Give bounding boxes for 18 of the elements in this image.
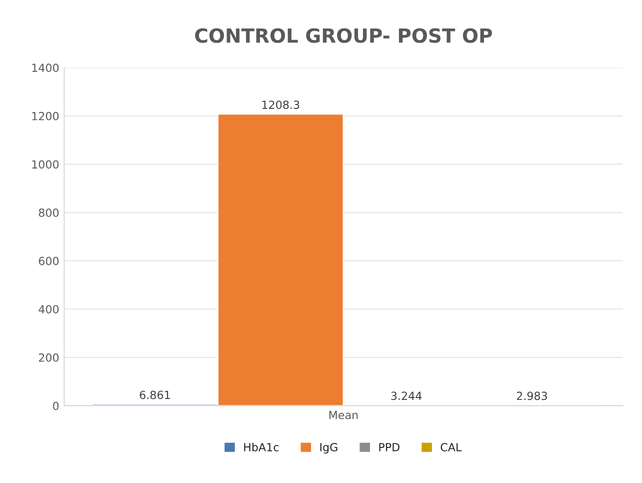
data-label: 2.983 bbox=[516, 392, 547, 400]
y-tick-label: 1000 bbox=[32, 160, 59, 169]
chart-title: CONTROL GROUP- POST OP bbox=[195, 28, 492, 43]
legend-label: PPD bbox=[379, 443, 400, 452]
x-tick-label: Mean bbox=[329, 410, 358, 420]
y-tick-label: 0 bbox=[53, 402, 59, 410]
y-tick-label: 800 bbox=[38, 208, 59, 217]
legend-label: HbA1c bbox=[244, 442, 279, 452]
legend-label: IgG bbox=[320, 442, 338, 454]
y-tick-label: 1200 bbox=[32, 112, 59, 120]
data-label: 1208.3 bbox=[262, 100, 300, 109]
data-label: 3.244 bbox=[391, 392, 422, 400]
y-tick-label: 600 bbox=[38, 256, 59, 266]
data-label: 6.861 bbox=[140, 390, 170, 400]
y-tick-label: 400 bbox=[38, 305, 59, 314]
y-tick-label: 200 bbox=[38, 353, 59, 362]
legend-label: CAL bbox=[440, 442, 462, 452]
y-tick-label: 1400 bbox=[32, 64, 59, 72]
